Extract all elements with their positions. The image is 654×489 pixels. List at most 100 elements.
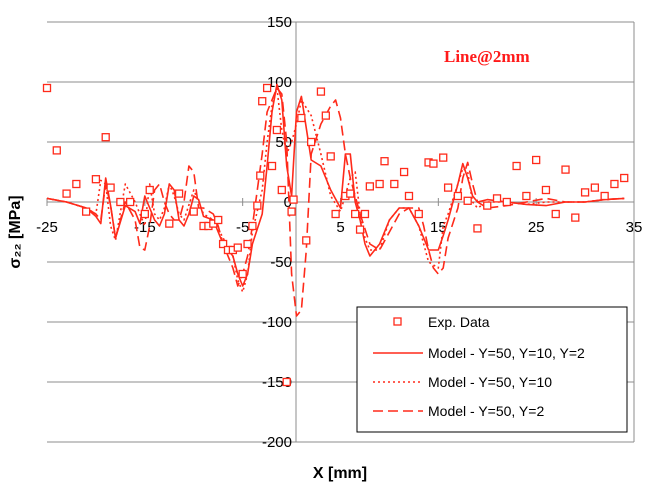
legend: Exp. Data Model - Y=50, Y=10, Y=2 Model … [356,306,628,433]
exp-data-markers [42,83,629,387]
x-tick-label: 5 [336,219,344,236]
exp-data-point [262,83,272,93]
exp-data-point [140,209,149,219]
x-tick-label: 25 [528,219,545,236]
exp-data-point [522,191,531,201]
legend-label-solid: Model - Y=50, Y=10, Y=2 [428,345,585,361]
legend-box [356,306,628,433]
y-tick-label: 0 [284,194,292,211]
exp-data-point [492,194,502,203]
x-tick-label: -5 [236,219,249,236]
exp-data-point [282,377,291,387]
legend-label-exp: Exp. Data [428,314,490,330]
x-axis-title: X [mm] [313,465,367,482]
exp-data-point [600,191,609,201]
exp-data-point [253,201,262,210]
exp-data-point [258,97,267,106]
exp-data-point [101,133,110,142]
exp-data-point [91,175,101,184]
x-tick-label: -25 [36,219,58,236]
exp-data-point [238,269,247,279]
exp-data-point [473,224,482,233]
exp-data-point [483,201,492,210]
exp-data-point [243,239,252,249]
y-tick-label: 150 [267,14,292,31]
exp-data-point [326,152,335,161]
exp-data-point [365,182,375,191]
exp-data-point [390,179,399,189]
exp-data-point [256,171,265,180]
exp-data-point [302,236,311,245]
exp-data-point [439,153,448,162]
exp-data-point [316,87,326,96]
exp-data-point [233,243,242,252]
exp-data-point [414,209,423,219]
exp-data-point [375,179,384,189]
exp-data-point [289,195,298,204]
legend-marker-exp [393,317,402,326]
annotation-label: Line@2mm [444,47,530,66]
gridlines [47,21,635,443]
exp-data-point [145,185,154,195]
x-tick-label: 35 [626,219,643,236]
exp-data-point [580,188,590,197]
exp-data-point [218,239,228,249]
exp-data-point [346,189,355,198]
exp-data-point [360,209,370,219]
exp-data-point [165,219,174,228]
legend-label-dotted: Model - Y=50, Y=10 [428,374,552,390]
exp-data-point [214,215,223,225]
exp-data-point [248,221,257,231]
exp-data-point [52,146,61,155]
exp-data-point [272,125,282,135]
y-tick-label: 50 [275,134,292,151]
exp-data-point [174,189,184,198]
series-line-dashed [46,87,625,317]
exp-data-point [267,161,277,171]
y-axis-title: σ₂₂ [MPa] [7,195,24,268]
exp-data-point [532,155,541,165]
exp-data-point [551,209,560,219]
x-tick-label: 15 [430,219,447,236]
exp-data-point [380,157,389,166]
exp-data-point [62,189,71,198]
exp-data-point [355,225,365,234]
exp-data-point [512,161,521,171]
legend-label-dashed: Model - Y=50, Y=2 [428,403,544,419]
exp-data-point [463,196,472,205]
exp-data-point [126,197,135,207]
exp-data-point [404,191,414,201]
exp-data-point [590,183,600,192]
exp-data-point [189,207,198,216]
exp-data-point [297,113,306,123]
exp-data-point [502,197,511,207]
exp-data-point [399,167,409,177]
exp-data-point [561,165,570,174]
y-tick-label: -100 [262,314,292,331]
exp-data-point [106,183,115,192]
exp-data-point [306,137,316,147]
exp-data-point [453,191,463,201]
exp-data-point [287,207,296,216]
x-tick-label: -15 [134,219,156,236]
exp-data-point [443,183,453,192]
exp-data-point [571,213,580,222]
exp-data-point [351,209,360,219]
series-line-solid [46,83,625,287]
y-tick-label: -50 [270,254,292,271]
exp-data-point [81,207,91,216]
y-tick-label: 100 [267,74,292,91]
exp-data-point [72,179,81,189]
x-tick-labels: -25 -15 -5 5 15 25 35 [36,198,642,236]
exp-data-point [610,179,619,189]
exp-data-point [620,173,629,183]
exp-data-point [116,197,125,207]
exp-data-point [541,185,551,195]
exp-data-point [277,185,286,195]
y-tick-label: -200 [262,434,292,451]
exp-data-point [321,111,330,120]
exp-data-point [331,209,340,219]
exp-data-point [42,83,52,93]
exp-data-point [429,159,438,168]
